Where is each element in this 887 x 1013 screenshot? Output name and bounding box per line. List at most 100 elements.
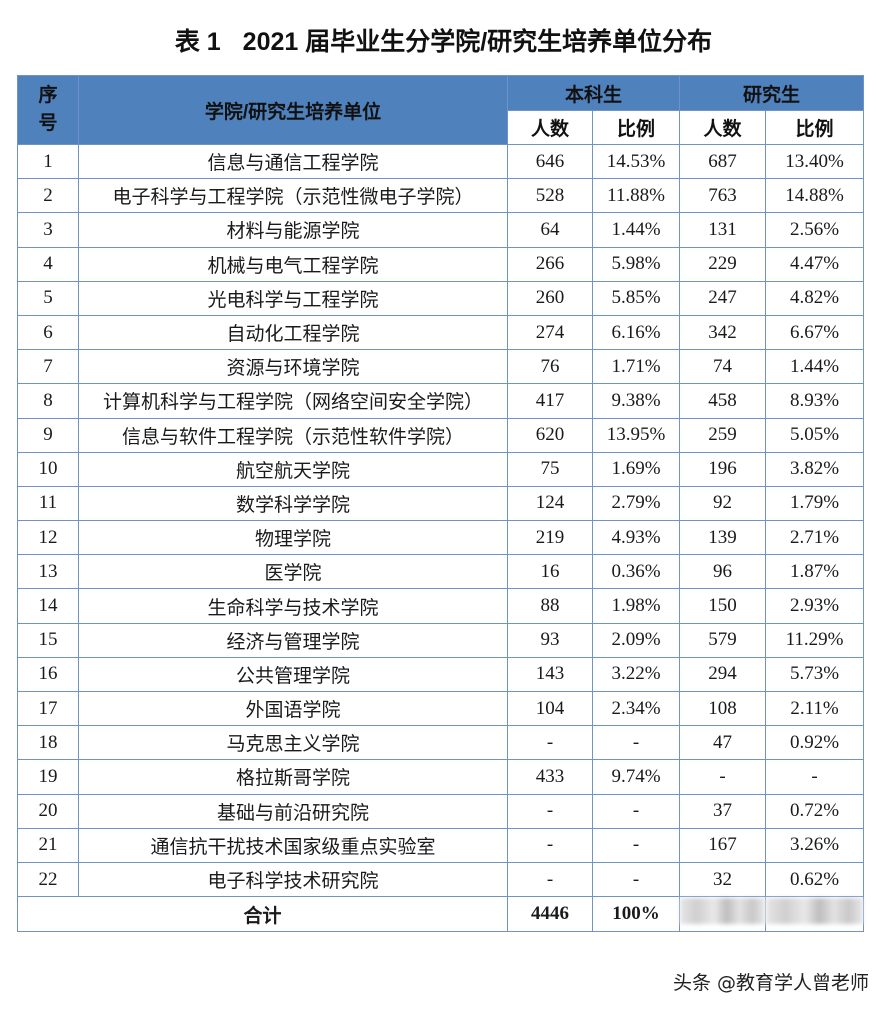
seq-cell: 9 <box>17 417 79 453</box>
gr-ratio-cell: 5.05% <box>765 417 865 453</box>
watermark: 头条 @教育学人曾老师 <box>672 972 869 994</box>
header-seq: 序号 <box>17 75 79 145</box>
seq-cell: 15 <box>17 622 79 658</box>
table-row: 18 马克思主义学院 - -47 0.92% <box>17 725 865 761</box>
gr-count-cell: 294 <box>679 656 767 693</box>
table-row: 21 通信抗干扰技术国家级重点实验室 - -167 3.26% <box>17 827 865 863</box>
table-caption: 2021 届毕业生分学院/研究生培养单位分布 <box>242 28 713 56</box>
gr-count-cell: 458 <box>679 383 767 419</box>
ug-ratio-cell: - <box>591 861 681 898</box>
table-row: 6 自动化工程学院 274 6.16% 342 6.67% <box>17 314 865 351</box>
unit-name-cell: 自动化工程学院 <box>78 314 508 351</box>
table-row: 13 医学院 16 0.36% 96 1.87% <box>17 554 865 590</box>
gr-ratio-cell: 2.93% <box>765 588 865 624</box>
gr-count-cell: 247 <box>679 280 767 316</box>
unit-name-cell: 光电科学与工程学院 <box>78 280 508 316</box>
gr-count-cell: 259 <box>679 417 767 453</box>
ug-count-cell: 528 <box>507 178 593 214</box>
header-ug-ratio: 比例 <box>591 110 681 145</box>
gr-ratio-cell: 8.93% <box>765 383 865 419</box>
gr-count-cell: 687 <box>679 143 767 180</box>
table-row: 5 光电科学与工程学院 260 5.85% 247 4.82% <box>17 280 865 316</box>
seq-cell: 13 <box>17 554 79 590</box>
gr-ratio-cell: 11.29% <box>765 622 865 658</box>
seq-cell: 3 <box>17 212 79 248</box>
ug-count-cell: 16 <box>507 554 593 590</box>
ug-ratio-cell: 5.85% <box>591 280 681 316</box>
ug-count-cell: 75 <box>507 451 593 487</box>
unit-name-cell: 生命科学与技术学院 <box>78 588 508 624</box>
header-graduate: 研究生 <box>679 75 865 111</box>
gr-count-cell: 139 <box>679 520 767 556</box>
gr-ratio-cell: 3.26% <box>765 827 865 863</box>
gr-count-cell: - <box>679 759 767 795</box>
total-ug-count: 4446 <box>507 896 593 933</box>
table-row: 11 数学科学学院 124 2.79% 92 1.79% <box>17 485 865 522</box>
ug-ratio-cell: 5.98% <box>591 246 681 282</box>
ug-count-cell: 266 <box>507 246 593 282</box>
ug-count-cell: - <box>507 793 593 829</box>
ug-count-cell: - <box>507 725 593 761</box>
total-row: 合计 4446 100% <box>17 896 865 933</box>
header-ug-count: 人数 <box>507 110 593 145</box>
ug-ratio-cell: 13.95% <box>591 417 681 453</box>
seq-cell: 21 <box>17 827 79 863</box>
table-row: 3 材料与能源学院 64 1.44% 131 2.56% <box>17 212 865 248</box>
gr-count-cell: 74 <box>679 349 767 385</box>
table-row: 12 物理学院 219 4.93% 139 2.71% <box>17 520 865 556</box>
unit-name-cell: 材料与能源学院 <box>78 212 508 248</box>
ug-count-cell: 219 <box>507 520 593 556</box>
header-unit: 学院/研究生培养单位 <box>78 75 508 145</box>
unit-name-cell: 航空航天学院 <box>78 451 508 487</box>
ug-count-cell: 93 <box>507 622 593 658</box>
header-gr-ratio: 比例 <box>765 110 865 145</box>
seq-cell: 8 <box>17 383 79 419</box>
gr-count-cell: 92 <box>679 485 767 522</box>
table-row: 8 计算机科学与工程学院（网络空间安全学院） 417 9.38% 458 8.93% <box>17 383 865 419</box>
seq-cell: 19 <box>17 759 79 795</box>
unit-name-cell: 资源与环境学院 <box>78 349 508 385</box>
total-label: 合计 <box>17 896 508 933</box>
ug-ratio-cell: - <box>591 793 681 829</box>
gr-ratio-cell: 1.87% <box>765 554 865 590</box>
table-row: 17 外国语学院 104 2.34% 108 2.11% <box>17 690 865 727</box>
unit-name-cell: 通信抗干扰技术国家级重点实验室 <box>78 827 508 863</box>
ug-ratio-cell: 9.38% <box>591 383 681 419</box>
blur-mask <box>680 898 766 925</box>
distribution-table: 序号 学院/研究生培养单位 本科生 研究生 人数 比例 人数 比例 1 信息与通信… <box>17 75 865 933</box>
seq-cell: 16 <box>17 656 79 693</box>
gr-count-cell: 150 <box>679 588 767 624</box>
ug-ratio-cell: 2.34% <box>591 690 681 727</box>
gr-ratio-cell: - <box>765 759 865 795</box>
seq-cell: 17 <box>17 690 79 727</box>
seq-cell: 10 <box>17 451 79 487</box>
gr-ratio-cell: 0.72% <box>765 793 865 829</box>
unit-name-cell: 基础与前沿研究院 <box>78 793 508 829</box>
gr-count-cell: 342 <box>679 314 767 351</box>
seq-cell: 1 <box>17 143 79 180</box>
gr-count-cell: 131 <box>679 212 767 248</box>
gr-ratio-cell: 0.62% <box>765 861 865 898</box>
total-gr-ratio-blurred <box>765 896 865 933</box>
table-row: 22 电子科学技术研究院 - -32 0.62% <box>17 861 865 898</box>
gr-ratio-cell: 0.92% <box>765 725 865 761</box>
seq-cell: 14 <box>17 588 79 624</box>
total-gr-count-blurred <box>679 896 767 933</box>
table-row: 20 基础与前沿研究院 - -37 0.72% <box>17 793 865 829</box>
gr-ratio-cell: 4.82% <box>765 280 865 316</box>
seq-cell: 12 <box>17 520 79 556</box>
seq-cell: 20 <box>17 793 79 829</box>
table-row: 9 信息与软件工程学院（示范性软件学院） 620 13.95% 259 5.05% <box>17 417 865 453</box>
seq-cell: 2 <box>17 178 79 214</box>
table-row: 19 格拉斯哥学院 433 9.74% - - <box>17 759 865 795</box>
gr-ratio-cell: 1.44% <box>765 349 865 385</box>
ug-ratio-cell: 1.69% <box>591 451 681 487</box>
gr-ratio-cell: 3.82% <box>765 451 865 487</box>
seq-cell: 11 <box>17 485 79 522</box>
ug-count-cell: 64 <box>507 212 593 248</box>
blur-mask <box>766 898 864 925</box>
ug-count-cell: - <box>507 827 593 863</box>
total-ug-ratio: 100% <box>591 896 681 933</box>
unit-name-cell: 信息与软件工程学院（示范性软件学院） <box>78 417 508 453</box>
gr-count-cell: 579 <box>679 622 767 658</box>
